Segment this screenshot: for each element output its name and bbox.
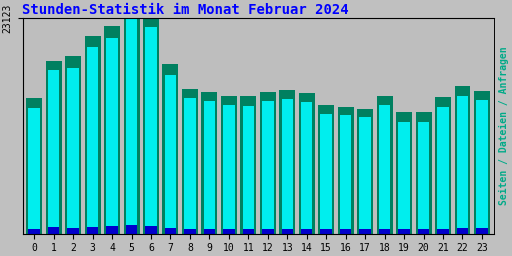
- Bar: [416, 112, 432, 233]
- Bar: [476, 228, 488, 233]
- Bar: [29, 229, 40, 233]
- Bar: [299, 93, 315, 233]
- Bar: [240, 97, 257, 233]
- Bar: [126, 19, 137, 233]
- Bar: [282, 99, 293, 233]
- Bar: [398, 229, 410, 233]
- Bar: [398, 122, 410, 233]
- Bar: [457, 95, 468, 233]
- Bar: [321, 229, 332, 233]
- Bar: [301, 102, 312, 233]
- Bar: [223, 105, 234, 233]
- Bar: [340, 229, 351, 233]
- Bar: [435, 97, 451, 233]
- Bar: [104, 26, 120, 233]
- Bar: [145, 226, 157, 233]
- Bar: [182, 89, 198, 233]
- Bar: [418, 122, 429, 233]
- Bar: [48, 70, 59, 233]
- Bar: [123, 18, 139, 233]
- Bar: [48, 227, 59, 233]
- Bar: [321, 114, 332, 233]
- Bar: [476, 100, 488, 233]
- Bar: [359, 229, 371, 233]
- Bar: [68, 68, 79, 233]
- Bar: [301, 229, 312, 233]
- Bar: [204, 101, 215, 233]
- Bar: [437, 229, 449, 233]
- Bar: [474, 91, 490, 233]
- Bar: [262, 101, 273, 233]
- Bar: [65, 56, 81, 233]
- Bar: [87, 227, 98, 233]
- Y-axis label: Seiten / Dateien / Anfragen: Seiten / Dateien / Anfragen: [499, 46, 509, 205]
- Bar: [143, 19, 159, 233]
- Bar: [165, 228, 176, 233]
- Bar: [379, 229, 390, 233]
- Bar: [282, 229, 293, 233]
- Bar: [377, 95, 393, 233]
- Bar: [379, 105, 390, 233]
- Bar: [279, 90, 295, 233]
- Bar: [455, 86, 471, 233]
- Bar: [318, 105, 334, 233]
- Bar: [204, 229, 215, 233]
- Bar: [340, 115, 351, 233]
- Bar: [338, 107, 354, 233]
- Bar: [26, 98, 42, 233]
- Bar: [201, 92, 218, 233]
- Bar: [221, 95, 237, 233]
- Bar: [145, 27, 157, 233]
- Bar: [396, 112, 412, 233]
- Bar: [68, 228, 79, 233]
- Bar: [457, 228, 468, 233]
- Bar: [184, 98, 196, 233]
- Bar: [106, 38, 118, 233]
- Bar: [162, 64, 179, 233]
- Bar: [359, 117, 371, 233]
- Bar: [184, 229, 196, 233]
- Bar: [46, 61, 61, 233]
- Bar: [243, 106, 254, 233]
- Text: Stunden-Statistik im Monat Februar 2024: Stunden-Statistik im Monat Februar 2024: [23, 3, 349, 17]
- Bar: [126, 226, 137, 233]
- Bar: [84, 36, 100, 233]
- Bar: [165, 75, 176, 233]
- Bar: [260, 92, 276, 233]
- Bar: [223, 229, 234, 233]
- Bar: [357, 109, 373, 233]
- Bar: [29, 108, 40, 233]
- Bar: [106, 226, 118, 233]
- Bar: [262, 229, 273, 233]
- Bar: [243, 229, 254, 233]
- Bar: [437, 107, 449, 233]
- Bar: [87, 47, 98, 233]
- Bar: [418, 229, 429, 233]
